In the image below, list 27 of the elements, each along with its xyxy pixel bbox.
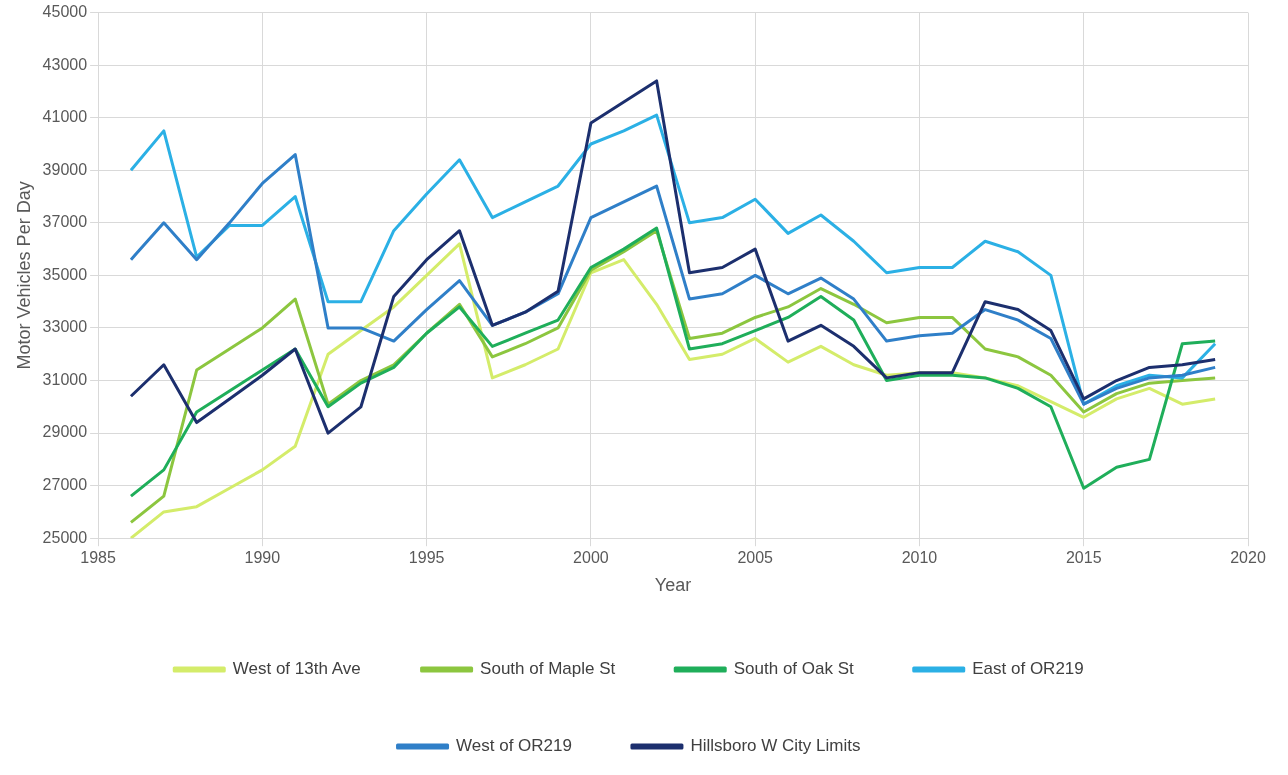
x-tick-label: 2005 xyxy=(737,549,774,567)
legend-label: West of 13th Ave xyxy=(232,659,361,679)
y-tick-label: 35000 xyxy=(42,265,88,283)
y-tick-label: 39000 xyxy=(42,160,88,178)
y-tick-label: 43000 xyxy=(42,55,88,73)
y-tick-label: 25000 xyxy=(42,528,88,546)
y-tick-label: 31000 xyxy=(42,370,88,388)
y-tick-label: 41000 xyxy=(42,108,88,126)
x-tick-label: 1990 xyxy=(244,549,281,567)
y-tick-label: 29000 xyxy=(42,423,88,441)
x-tick-label: 2010 xyxy=(901,549,938,567)
legend-label: East of OR219 xyxy=(972,659,1084,679)
y-axis-title: Motor Vehicles Per Day xyxy=(13,181,34,370)
legend-label: South of Oak St xyxy=(733,659,855,679)
legend-label: South of Maple St xyxy=(480,659,616,679)
x-axis-title: Year xyxy=(654,575,692,596)
y-tick-label: 33000 xyxy=(42,318,88,336)
legend-label: Hillsboro W City Limits xyxy=(690,736,861,756)
x-tick-label: 1985 xyxy=(80,549,116,567)
legend-label: West of OR219 xyxy=(456,736,572,756)
x-tick-label: 2015 xyxy=(1065,549,1102,567)
x-tick-label: 1995 xyxy=(408,549,445,567)
y-tick-label: 45000 xyxy=(42,3,88,21)
y-tick-label: 37000 xyxy=(42,213,88,231)
x-tick-label: 2000 xyxy=(573,549,609,567)
y-tick-label: 27000 xyxy=(42,476,88,494)
x-tick-label: 2020 xyxy=(1230,549,1266,567)
